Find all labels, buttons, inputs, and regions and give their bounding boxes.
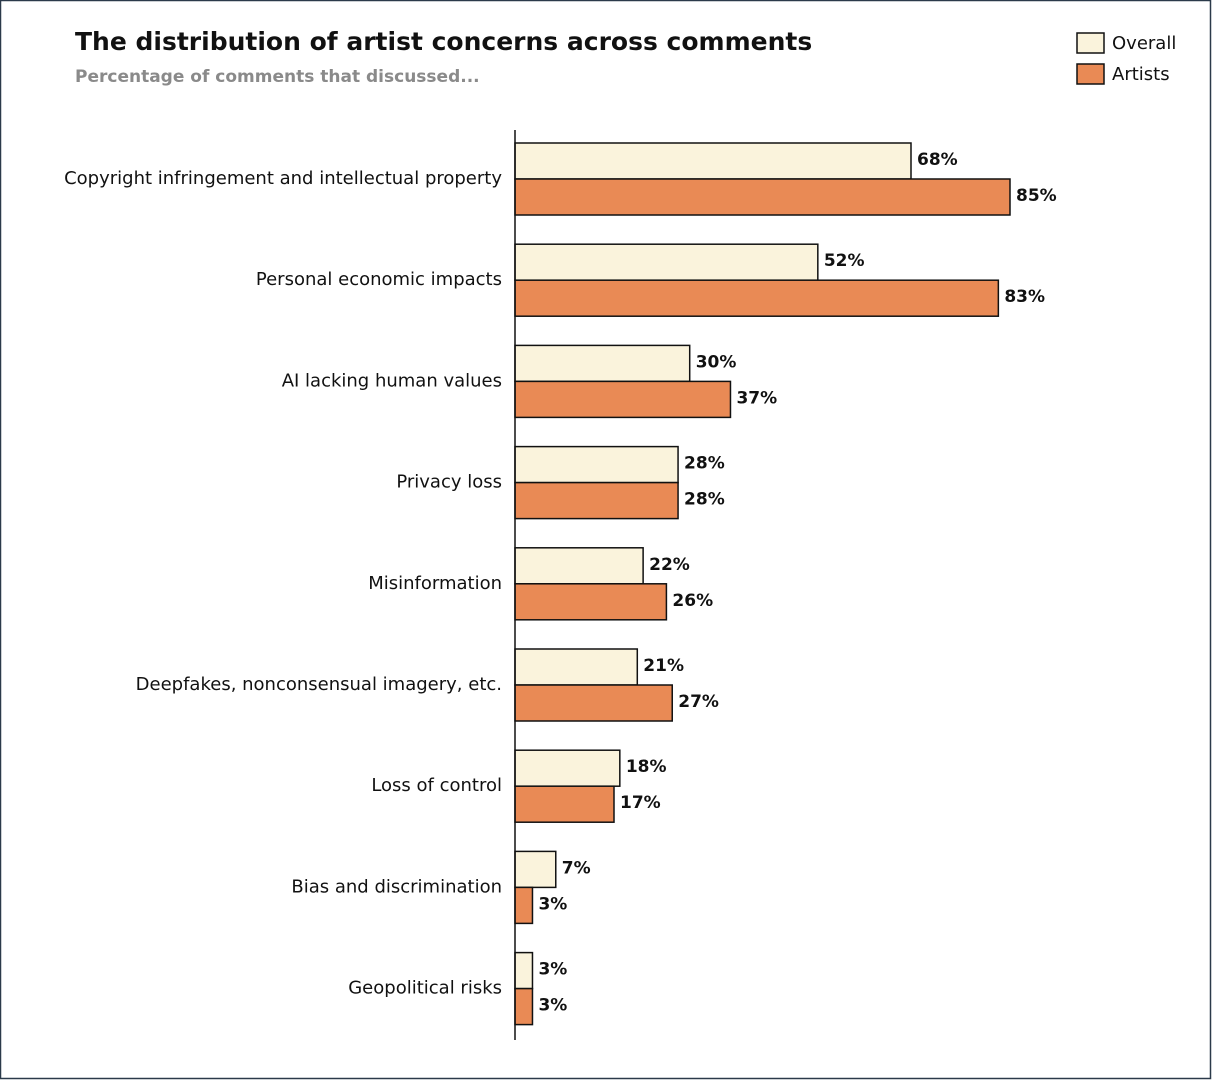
value-label: 3%	[538, 894, 567, 914]
y-tick-label: Personal economic impacts	[256, 269, 502, 290]
value-label: 3%	[538, 960, 567, 980]
bar	[514, 344, 691, 383]
y-tick-label: Copyright infringement and intellectual …	[64, 168, 502, 189]
value-label: 21%	[643, 656, 684, 676]
legend-swatch	[1076, 63, 1105, 85]
value-label: 18%	[626, 757, 667, 777]
value-label: 28%	[684, 490, 725, 510]
y-tick-label: AI lacking human values	[282, 370, 502, 391]
bar	[514, 142, 912, 180]
chart-title: The distribution of artist concerns acro…	[75, 27, 812, 56]
bar	[514, 481, 679, 520]
legend-swatch	[1076, 32, 1105, 54]
value-label: 52%	[824, 251, 865, 271]
y-tick-label: Privacy loss	[396, 472, 502, 493]
value-label: 26%	[672, 591, 713, 611]
legend-label: Artists	[1112, 64, 1170, 85]
value-label: 3%	[538, 996, 567, 1016]
y-tick-label: Geopolitical risks	[348, 978, 502, 999]
value-label: 22%	[649, 555, 690, 575]
value-label: 7%	[562, 858, 591, 878]
bar	[514, 445, 679, 484]
bar	[514, 243, 819, 281]
value-label: 68%	[917, 150, 958, 170]
value-label: 83%	[1004, 287, 1045, 307]
value-label: 27%	[678, 692, 719, 712]
legend-label: Overall	[1112, 33, 1176, 54]
y-tick-label: Deepfakes, nonconsensual imagery, etc.	[136, 674, 502, 695]
bar	[514, 178, 1011, 216]
bar	[514, 583, 668, 621]
bar	[514, 987, 534, 1026]
value-label: 37%	[736, 388, 777, 408]
bar	[514, 749, 621, 787]
chart-subtitle: Percentage of comments that discussed...	[75, 67, 480, 87]
value-label: 30%	[696, 352, 737, 372]
bar	[514, 547, 644, 585]
bar	[514, 279, 1000, 317]
bar	[514, 951, 534, 990]
bar	[514, 684, 673, 722]
bar	[514, 785, 615, 823]
y-tick-label: Misinformation	[368, 573, 502, 594]
y-tick-label: Loss of control	[371, 775, 502, 796]
bar	[514, 886, 534, 925]
bar	[514, 850, 557, 889]
value-label: 17%	[620, 793, 661, 813]
y-tick-label: Bias and discrimination	[291, 876, 502, 897]
bar	[514, 380, 732, 419]
bar	[514, 648, 639, 686]
value-label: 28%	[684, 454, 725, 474]
value-label: 85%	[1016, 186, 1057, 206]
